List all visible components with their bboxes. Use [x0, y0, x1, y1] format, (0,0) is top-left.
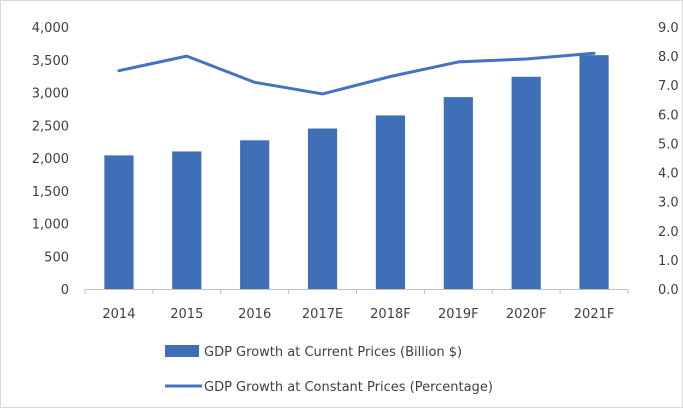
legend-line-label: GDP Growth at Constant Prices (Percentag…: [204, 380, 493, 395]
right-tick-label: 4.0: [658, 167, 679, 182]
left-axis-ticks: 0 500 1,000 1,500 2,000 2,500 3,000 3,500 4,000: [32, 21, 69, 298]
right-tick-label: 1.0: [658, 254, 679, 269]
left-tick-label: 2,000: [32, 152, 69, 167]
left-tick-label: 0: [61, 283, 69, 298]
x-tick-label: 2021F: [574, 307, 615, 322]
left-tick-label: 1,500: [32, 185, 69, 200]
legend-bar-swatch: [165, 345, 199, 357]
bar: [104, 155, 134, 289]
right-axis-ticks: 0.0 1.0 2.0 3.0 4.0 5.0 6.0 7.0 8.0 9.0: [658, 21, 679, 298]
left-tick-label: 4,000: [32, 21, 69, 36]
bar: [307, 128, 338, 289]
x-tick-label: 2017E: [302, 307, 343, 322]
right-tick-label: 5.0: [658, 137, 679, 152]
right-tick-label: 2.0: [658, 225, 679, 240]
line-series: [117, 51, 596, 96]
x-tick-label: 2020F: [506, 307, 547, 322]
bar: [240, 140, 270, 289]
bar: [375, 115, 406, 289]
x-tick-label: 2015: [170, 307, 203, 322]
bar-series: [104, 55, 609, 290]
right-tick-label: 0.0: [658, 283, 679, 298]
right-tick-label: 6.0: [658, 108, 679, 123]
x-tick-label: 2014: [102, 307, 135, 322]
x-tick-label: 2019F: [438, 307, 479, 322]
right-tick-label: 3.0: [658, 196, 679, 211]
left-tick-label: 2,500: [32, 119, 69, 134]
legend-bar-label: GDP Growth at Current Prices (Billion $): [204, 345, 462, 360]
right-tick-label: 9.0: [658, 21, 679, 36]
bar: [443, 97, 473, 290]
x-tick-label: 2016: [238, 307, 271, 322]
x-tick-label: 2018F: [370, 307, 411, 322]
x-axis-ticks: 2014 2015 2016 2017E 2018F 2019F 2020F 2021F: [84, 289, 629, 322]
left-tick-label: 3,000: [32, 87, 69, 102]
bar: [579, 55, 609, 289]
legend: GDP Growth at Current Prices (Billion $)…: [165, 345, 493, 395]
left-tick-label: 500: [44, 250, 69, 265]
left-tick-label: 1,000: [32, 218, 69, 233]
bar: [172, 151, 202, 289]
right-tick-label: 7.0: [658, 79, 679, 94]
left-tick-label: 3,500: [32, 54, 69, 69]
bar: [511, 76, 541, 289]
line-path: [117, 51, 596, 96]
right-tick-label: 8.0: [658, 50, 679, 65]
